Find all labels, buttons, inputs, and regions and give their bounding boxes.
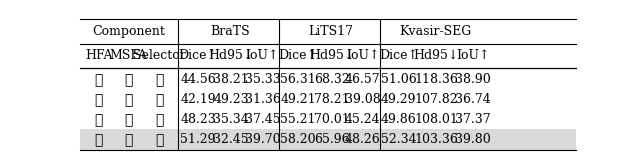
Text: HFA: HFA — [85, 49, 113, 62]
Text: 103.36: 103.36 — [414, 133, 458, 146]
Text: Selector: Selector — [133, 49, 186, 62]
Text: ✘: ✘ — [155, 73, 164, 87]
Text: MSFA: MSFA — [109, 49, 148, 62]
Text: ✔: ✔ — [95, 73, 103, 87]
Text: LiTS17: LiTS17 — [308, 25, 353, 38]
Text: 58.20: 58.20 — [280, 133, 316, 146]
Text: Dice↑: Dice↑ — [279, 49, 317, 62]
Text: ✔: ✔ — [124, 133, 132, 147]
Text: BraTS: BraTS — [211, 25, 250, 38]
Text: 70.01: 70.01 — [314, 113, 350, 126]
Text: ✘: ✘ — [155, 93, 164, 107]
Text: 44.56: 44.56 — [180, 73, 216, 86]
Text: 55.21: 55.21 — [280, 113, 316, 126]
Text: ✔: ✔ — [155, 133, 164, 147]
Text: 118.36: 118.36 — [414, 73, 458, 86]
Text: 51.06: 51.06 — [381, 73, 416, 86]
Text: IoU↑: IoU↑ — [346, 49, 380, 62]
Text: IoU↑: IoU↑ — [246, 49, 279, 62]
Text: Kvasir-SEG: Kvasir-SEG — [399, 25, 472, 38]
Text: 65.96: 65.96 — [314, 133, 350, 146]
Text: Hd95↓: Hd95↓ — [309, 49, 355, 62]
Text: Hd95↓: Hd95↓ — [209, 49, 254, 62]
Text: 36.74: 36.74 — [455, 93, 491, 106]
Text: ✘: ✘ — [95, 93, 103, 107]
Text: 49.29: 49.29 — [381, 93, 416, 106]
Text: Hd95↓: Hd95↓ — [413, 49, 459, 62]
Text: Dice↑: Dice↑ — [379, 49, 418, 62]
Text: 32.45: 32.45 — [214, 133, 249, 146]
Text: 56.31: 56.31 — [280, 73, 316, 86]
Text: 51.29: 51.29 — [180, 133, 216, 146]
Text: 45.24: 45.24 — [345, 113, 381, 126]
Text: 78.21: 78.21 — [314, 93, 350, 106]
Text: 52.34: 52.34 — [381, 133, 416, 146]
Text: 49.23: 49.23 — [214, 93, 249, 106]
Text: 49.86: 49.86 — [381, 113, 416, 126]
Text: ✘: ✘ — [155, 113, 164, 127]
Text: ✔: ✔ — [95, 133, 103, 147]
Text: 108.01: 108.01 — [414, 113, 458, 126]
Text: ✘: ✘ — [124, 73, 132, 87]
Text: 38.90: 38.90 — [455, 73, 491, 86]
Text: 39.70: 39.70 — [244, 133, 280, 146]
Text: ✔: ✔ — [124, 93, 132, 107]
Text: 35.34: 35.34 — [213, 113, 249, 126]
Text: 49.21: 49.21 — [280, 93, 316, 106]
Text: ✔: ✔ — [124, 113, 132, 127]
Text: 48.26: 48.26 — [345, 133, 381, 146]
Text: 31.36: 31.36 — [244, 93, 280, 106]
Text: 39.80: 39.80 — [455, 133, 491, 146]
Text: 107.82: 107.82 — [414, 93, 458, 106]
Text: 35.33: 35.33 — [244, 73, 280, 86]
Text: 37.37: 37.37 — [455, 113, 491, 126]
Text: Dice↑: Dice↑ — [179, 49, 218, 62]
Text: 37.45: 37.45 — [244, 113, 280, 126]
Text: 46.57: 46.57 — [345, 73, 381, 86]
Text: 68.32: 68.32 — [314, 73, 350, 86]
Text: IoU↑: IoU↑ — [456, 49, 490, 62]
Text: ✔: ✔ — [95, 113, 103, 127]
Text: 38.21: 38.21 — [213, 73, 249, 86]
Text: 39.08: 39.08 — [345, 93, 381, 106]
Text: 48.23: 48.23 — [180, 113, 216, 126]
Text: Component: Component — [93, 25, 166, 38]
Text: 42.19: 42.19 — [180, 93, 216, 106]
